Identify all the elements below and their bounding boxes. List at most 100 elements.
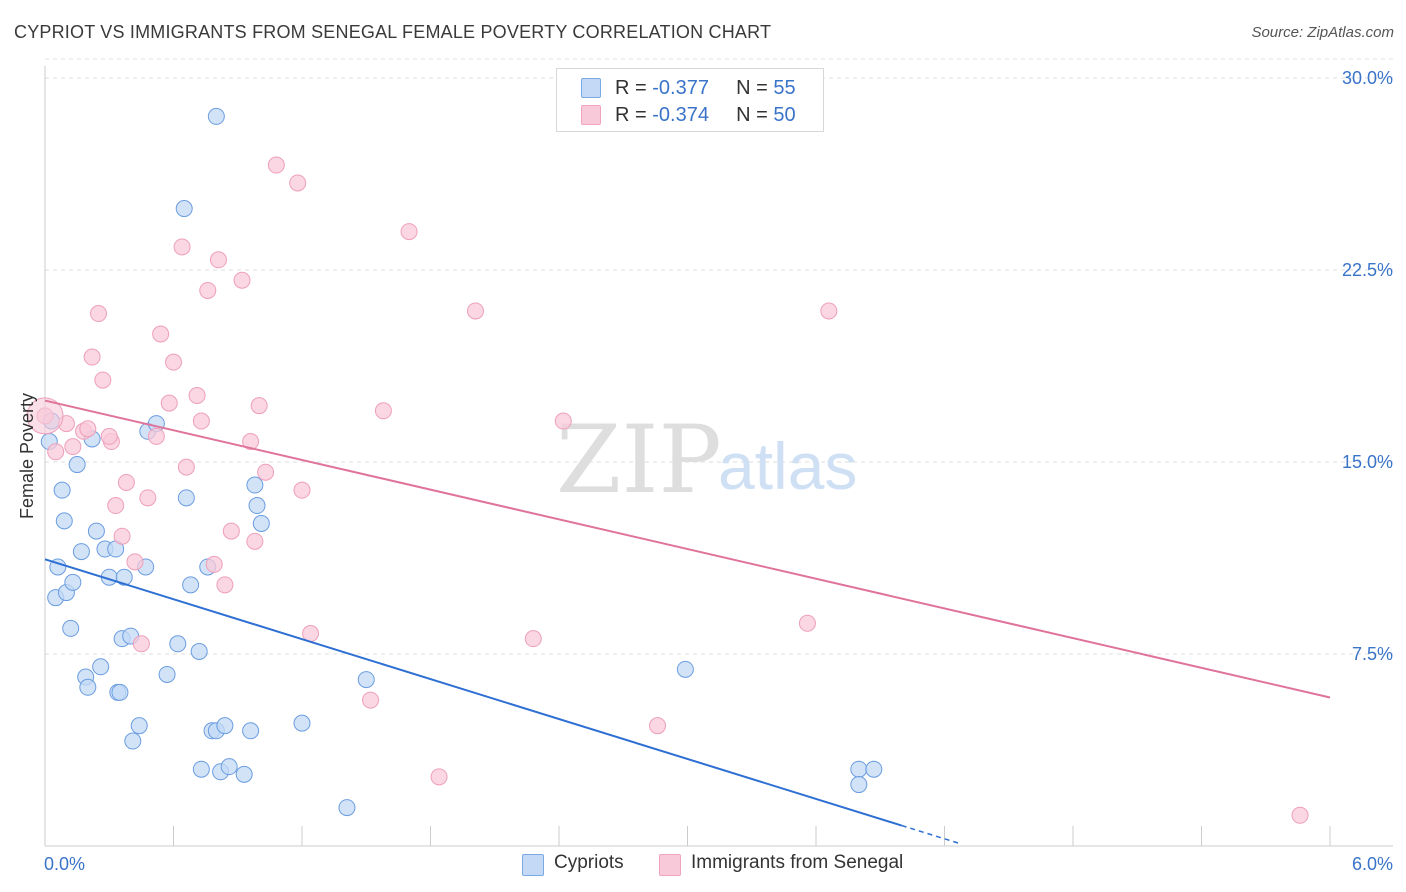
senegal-point bbox=[233, 271, 251, 289]
senegal-point bbox=[257, 463, 275, 481]
n-value: 55 bbox=[773, 77, 796, 99]
cypriots-point bbox=[850, 776, 868, 794]
senegal-point bbox=[242, 433, 260, 451]
trend-lines bbox=[44, 399, 1331, 845]
cypriots-point bbox=[53, 481, 71, 499]
cypriots-point bbox=[79, 678, 97, 696]
senegal-point bbox=[246, 532, 264, 550]
senegal-point bbox=[430, 768, 448, 786]
cypriots-swatch bbox=[581, 78, 601, 98]
cypriots-point bbox=[64, 573, 82, 591]
senegal-point bbox=[554, 412, 572, 430]
senegal-point bbox=[165, 353, 182, 371]
senegal-point bbox=[139, 489, 157, 507]
x-tick-label: 0.0% bbox=[44, 854, 85, 874]
cypriots-point bbox=[865, 760, 883, 778]
cypriots-point bbox=[338, 799, 356, 817]
cypriots-point bbox=[220, 758, 238, 776]
senegal-point bbox=[107, 497, 125, 515]
senegal-point bbox=[466, 302, 484, 320]
senegal-point bbox=[289, 174, 307, 192]
cypriots-point bbox=[92, 658, 110, 676]
senegal-point bbox=[126, 553, 144, 571]
watermark-atlas: atlas bbox=[718, 429, 857, 503]
senegal-point bbox=[798, 614, 816, 632]
r-label: R = bbox=[615, 77, 653, 99]
cypriots-point bbox=[252, 514, 270, 532]
senegal-point bbox=[152, 325, 170, 343]
senegal-point bbox=[47, 443, 65, 461]
senegal-point bbox=[1291, 806, 1309, 824]
stats-legend: R = -0.377 N = 55 R = -0.374 N = 50 bbox=[556, 68, 824, 132]
r-value: -0.374 bbox=[652, 104, 709, 126]
senegal-point bbox=[820, 302, 838, 320]
senegal-point bbox=[100, 427, 118, 445]
senegal-point bbox=[94, 371, 112, 389]
cypriots-point bbox=[676, 660, 694, 678]
cypriots-point bbox=[124, 732, 142, 750]
r-value: -0.377 bbox=[652, 77, 709, 99]
senegal-point bbox=[64, 438, 82, 456]
senegal-point bbox=[192, 412, 210, 430]
cypriots-point bbox=[158, 665, 176, 683]
cypriots-point bbox=[216, 717, 234, 735]
cypriots-point bbox=[357, 671, 375, 689]
cypriots-point bbox=[87, 522, 105, 540]
senegal-point bbox=[524, 630, 542, 648]
y-tick-label: 22.5% bbox=[1342, 260, 1393, 280]
senegal-point bbox=[199, 281, 217, 299]
cypriots-point bbox=[182, 576, 200, 594]
senegal-point bbox=[117, 473, 135, 491]
senegal-point bbox=[374, 402, 392, 420]
cypriots-legend-swatch bbox=[522, 854, 544, 876]
watermark-zip: ZIP bbox=[556, 406, 722, 515]
cypriots-point bbox=[115, 568, 133, 586]
n-value: 50 bbox=[773, 104, 796, 126]
senegal-trend-line bbox=[44, 399, 1331, 699]
cypriots-point bbox=[248, 497, 266, 515]
senegal-point bbox=[147, 427, 165, 445]
y-tick-label: 15.0% bbox=[1342, 452, 1393, 472]
n-label: N = bbox=[736, 77, 774, 99]
cypriots-point bbox=[169, 635, 187, 653]
senegal-point bbox=[250, 397, 268, 415]
cypriots-trend-line bbox=[44, 558, 902, 827]
cypriots-point bbox=[246, 476, 264, 494]
y-tick-label: 7.5% bbox=[1352, 644, 1393, 664]
watermark: ZIP atlas bbox=[556, 406, 857, 515]
cypriots-point bbox=[850, 760, 868, 778]
senegal-swatch bbox=[581, 105, 601, 125]
senegal-point bbox=[400, 223, 418, 241]
r-label: R = bbox=[615, 104, 653, 126]
grid-lines bbox=[45, 58, 1393, 655]
cypriots-point bbox=[177, 489, 195, 507]
cypriots-point bbox=[72, 543, 90, 561]
senegal-point bbox=[293, 481, 311, 499]
y-tick-label: 30.0% bbox=[1342, 68, 1393, 88]
cypriots-point bbox=[68, 456, 86, 474]
senegal-point bbox=[173, 238, 191, 256]
y-axis-label: Female Poverty bbox=[17, 393, 37, 519]
senegal-point bbox=[177, 458, 195, 476]
x-tick-label: 6.0% bbox=[1352, 854, 1393, 874]
cypriots-legend-label: Cypriots bbox=[554, 852, 624, 873]
cypriots-point bbox=[242, 722, 260, 740]
senegal-point bbox=[188, 386, 206, 404]
tick-labels: 7.5% 15.0% 22.5% 30.0% 0.0% 6.0% bbox=[44, 68, 1393, 874]
senegal-point bbox=[649, 717, 667, 735]
senegal-point bbox=[209, 251, 227, 269]
cypriots-point bbox=[111, 683, 129, 701]
senegal-point bbox=[79, 420, 97, 438]
cypriots-point bbox=[130, 717, 148, 735]
cypriots-point bbox=[293, 714, 311, 732]
senegal-point bbox=[216, 576, 234, 594]
senegal-point bbox=[267, 156, 285, 174]
cypriots-point bbox=[192, 760, 210, 778]
chart-title: CYPRIOT VS IMMIGRANTS FROM SENEGAL FEMAL… bbox=[14, 22, 772, 42]
senegal-point bbox=[132, 635, 150, 653]
senegal-point bbox=[83, 348, 101, 366]
cypriots-point bbox=[207, 107, 225, 125]
cypriots-point bbox=[190, 642, 208, 660]
n-label: N = bbox=[736, 104, 774, 126]
